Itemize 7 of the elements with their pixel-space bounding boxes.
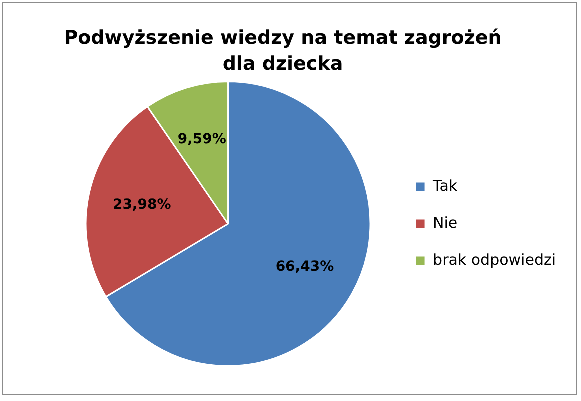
legend-label: Tak [432, 176, 458, 195]
data-label: 23,98% [112, 196, 172, 213]
legend-label: brak odpowiedzi [433, 250, 556, 269]
data-label: 66,43% [276, 259, 334, 276]
data-label: 9,59% [178, 131, 226, 148]
chart-title: Podwyższenie wiedzy na temat zagrożeń dla dziecka [63, 26, 503, 77]
legend-label: Nie [433, 214, 458, 232]
